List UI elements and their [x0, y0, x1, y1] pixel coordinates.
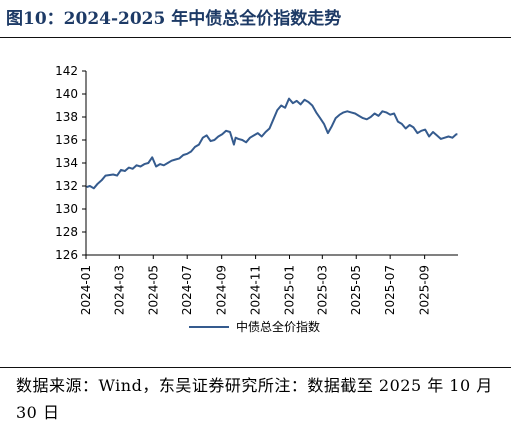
- bottom-rule: [0, 367, 511, 368]
- y-tick-label: 126: [55, 248, 78, 262]
- x-tick-label: 2024-11: [249, 265, 263, 315]
- y-tick-label: 140: [55, 87, 78, 101]
- x-tick-label: 2025-03: [315, 265, 329, 315]
- y-tick-label: 132: [55, 179, 78, 193]
- x-tick-label: 2025-05: [349, 265, 363, 315]
- x-tick-label: 2024-09: [215, 265, 229, 315]
- figure-title: 图10：2024-2025 年中债总全价指数走势: [6, 9, 342, 29]
- series-line-中债总全价指数: [86, 97, 458, 190]
- chart-legend: 中债总全价指数: [189, 319, 320, 334]
- y-tick-label: 142: [55, 64, 78, 78]
- source-note: 数据来源：Wind，东吴证券研究所注：数据截至 2025 年 10 月 30 日: [16, 376, 493, 422]
- y-tick-label: 128: [55, 225, 78, 239]
- y-tick-label: 134: [55, 156, 78, 170]
- top-rule: [0, 37, 511, 38]
- y-tick-label: 130: [55, 202, 78, 216]
- y-axis-ticks: 126 128 130 132 134 136 138 140 142: [55, 64, 86, 262]
- chart-axes: [85, 71, 458, 256]
- x-tick-label: 2024-01: [79, 265, 93, 315]
- y-tick-label: 138: [55, 110, 78, 124]
- x-tick-label: 2024-05: [146, 265, 160, 315]
- x-tick-label: 2025-01: [283, 265, 297, 315]
- x-tick-label: 2025-09: [418, 265, 432, 315]
- x-axis-ticks: 2024-01 2024-03 2024-05 2024-07 2024-09 2024-…: [79, 255, 432, 315]
- x-tick-label: 2024-03: [112, 265, 126, 315]
- legend-label: 中债总全价指数: [236, 319, 320, 334]
- x-tick-label: 2024-07: [180, 265, 194, 315]
- y-tick-label: 136: [55, 133, 78, 147]
- x-tick-label: 2025-07: [383, 265, 397, 315]
